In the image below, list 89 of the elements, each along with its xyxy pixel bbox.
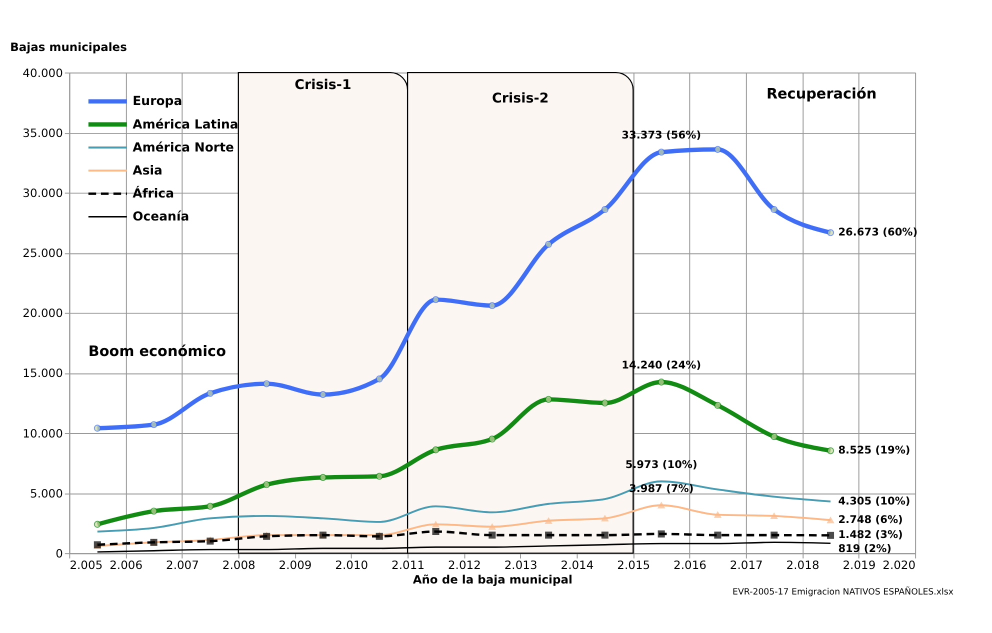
band-label: Crisis-2 bbox=[492, 91, 549, 106]
legend-label: Europa bbox=[132, 93, 182, 108]
point bbox=[545, 532, 552, 539]
point bbox=[432, 528, 440, 536]
x-tick-label: 2.016 bbox=[674, 558, 706, 572]
point bbox=[658, 502, 665, 508]
point bbox=[432, 521, 440, 528]
point bbox=[714, 402, 722, 409]
point bbox=[488, 524, 496, 530]
annotation: Boom económico bbox=[88, 344, 226, 360]
x-tick-label: 2.012 bbox=[448, 558, 481, 572]
point bbox=[714, 512, 722, 518]
point bbox=[770, 433, 778, 440]
y-tick-label: 20.000 bbox=[22, 306, 63, 320]
point bbox=[376, 375, 383, 382]
x-tick-label: 2.019 bbox=[842, 558, 876, 572]
y-axis-title: Bajas municipales bbox=[10, 40, 128, 54]
x-tick-label: 2.006 bbox=[110, 558, 143, 572]
point bbox=[432, 446, 440, 454]
point bbox=[206, 502, 214, 510]
point bbox=[826, 532, 834, 539]
text: EVR-2005-17 Emigracion NATIVOS ESPAÑOLES.xlsx bbox=[732, 586, 954, 598]
x-tick-label: 2.010 bbox=[335, 558, 368, 572]
point bbox=[319, 474, 326, 481]
point bbox=[770, 206, 778, 214]
y-tick-label: 10.000 bbox=[22, 426, 63, 440]
point bbox=[826, 447, 834, 454]
y-tick-label: 5.000 bbox=[30, 486, 63, 500]
y-tick-label: 25.000 bbox=[22, 246, 63, 260]
point bbox=[94, 424, 101, 432]
x-tick-label: 2.007 bbox=[166, 558, 199, 572]
x-tick-label: 2.009 bbox=[278, 558, 312, 572]
data-label: 2.748 (6%) bbox=[838, 514, 903, 526]
point bbox=[488, 532, 496, 539]
x-tick-label: 2.017 bbox=[730, 558, 763, 572]
legend-label: Oceanía bbox=[132, 208, 190, 224]
point bbox=[206, 390, 214, 397]
x-tick-label: 2.011 bbox=[392, 558, 425, 572]
band-label: Crisis-1 bbox=[294, 78, 352, 93]
data-label: 26.673 (60%) bbox=[838, 226, 918, 239]
point bbox=[150, 508, 158, 515]
annotation: Recuperación bbox=[766, 86, 877, 102]
data-label: 4.305 (10%) bbox=[838, 495, 910, 508]
x-tick-label: 2.014 bbox=[560, 558, 594, 572]
point bbox=[601, 515, 608, 522]
point bbox=[545, 240, 552, 248]
data-label: 1.482 (3%) bbox=[838, 529, 903, 542]
y-tick-label: 40.000 bbox=[22, 66, 63, 80]
point bbox=[263, 481, 270, 488]
x-tick-label: 2.020 bbox=[882, 558, 916, 572]
legend-label: América Latina bbox=[132, 116, 238, 132]
point bbox=[826, 517, 834, 524]
y-tick-label: 0 bbox=[56, 546, 63, 560]
point bbox=[658, 378, 665, 386]
point bbox=[488, 435, 496, 443]
point bbox=[376, 472, 383, 480]
x-tick-label: 2.008 bbox=[222, 558, 256, 572]
x-tick-label: 2.018 bbox=[786, 558, 820, 572]
point bbox=[601, 532, 608, 539]
x-tick-label: 2.013 bbox=[504, 558, 538, 572]
legend-label: América Norte bbox=[132, 139, 234, 154]
y-tick-label: 15.000 bbox=[22, 366, 63, 380]
x-tick-label: 2.015 bbox=[617, 558, 650, 572]
point bbox=[658, 530, 665, 538]
point bbox=[488, 302, 496, 310]
y-tick-label: 30.000 bbox=[22, 186, 63, 200]
point bbox=[658, 148, 665, 156]
x-axis-title: Año de la baja municipal bbox=[412, 572, 572, 586]
point bbox=[601, 399, 608, 406]
legend-label: África bbox=[132, 185, 174, 200]
data-label: 8.525 (19%) bbox=[838, 444, 910, 457]
point bbox=[94, 520, 101, 528]
point bbox=[770, 512, 778, 520]
point bbox=[263, 380, 270, 388]
point bbox=[545, 396, 552, 403]
point bbox=[545, 518, 552, 524]
x-tick-label: 2.005 bbox=[70, 558, 103, 572]
point bbox=[714, 146, 722, 153]
line-series bbox=[96, 480, 832, 532]
point bbox=[319, 391, 326, 398]
y-tick-label: 35.000 bbox=[22, 126, 63, 140]
point bbox=[770, 532, 778, 539]
point bbox=[432, 296, 440, 304]
legend-label: Asia bbox=[132, 162, 162, 178]
data-label: 819 (2%) bbox=[838, 542, 892, 555]
point bbox=[826, 229, 834, 236]
point bbox=[601, 206, 608, 214]
point bbox=[714, 532, 722, 539]
point bbox=[150, 421, 158, 428]
